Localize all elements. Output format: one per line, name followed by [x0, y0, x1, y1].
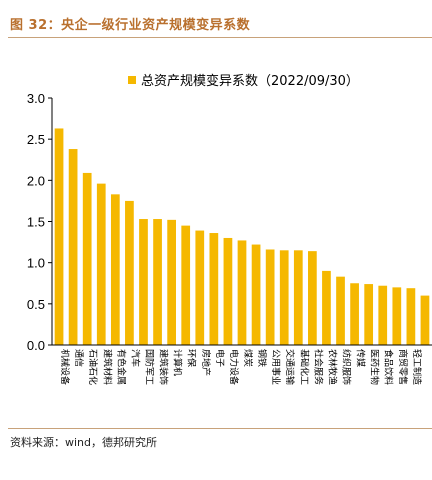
- x-tick-label: 轻工制造: [411, 349, 423, 385]
- y-tick-label: 1.5: [27, 215, 45, 230]
- bar: [195, 230, 205, 345]
- x-tick-label: 通信: [73, 349, 85, 367]
- legend-swatch: [128, 76, 136, 84]
- x-tick-label: 食品饮料: [383, 349, 395, 385]
- bar: [251, 244, 261, 345]
- bar: [125, 200, 134, 345]
- legend-label: 总资产规模变异系数（2022/09/30）: [141, 73, 359, 89]
- bar: [279, 250, 289, 345]
- bar: [420, 295, 430, 345]
- x-tick-label: 医药生物: [369, 349, 381, 385]
- bar: [265, 249, 275, 345]
- x-tick-label: 纺织服饰: [341, 349, 353, 385]
- bar: [153, 219, 162, 345]
- bar: [167, 219, 176, 345]
- x-tick-label: 国防军工: [143, 349, 155, 385]
- bars: [54, 128, 430, 345]
- bar: [139, 219, 148, 345]
- bar: [336, 276, 345, 345]
- x-tick-label: 煤炭: [242, 349, 254, 367]
- x-tick-label: 商贸零售: [397, 349, 409, 385]
- bar: [308, 251, 317, 345]
- bar: [68, 149, 78, 345]
- bar: [110, 194, 120, 345]
- x-tick-label: 环保: [186, 349, 198, 367]
- x-tick-label: 钢铁: [256, 349, 268, 367]
- bar: [54, 128, 64, 345]
- bar: [82, 172, 92, 345]
- x-tick-label: 基础化工: [298, 349, 310, 385]
- bar-chart: 总资产规模变异系数（2022/09/30） 0.0 0.5 1.0 1.5 2.0 2.5…: [27, 73, 432, 385]
- bar: [237, 240, 247, 345]
- bar: [181, 225, 191, 345]
- x-tick-label: 社会服务: [312, 349, 324, 385]
- figure-title: 图 32：央企一级行业资产规模变异系数: [10, 18, 251, 33]
- bar: [364, 284, 374, 345]
- bar: [406, 288, 416, 345]
- x-tick-label: 电力设备: [228, 349, 240, 385]
- y-tick-label: 1.0: [27, 256, 45, 271]
- header-divider: [8, 37, 432, 38]
- chart-legend: 总资产规模变异系数（2022/09/30）: [128, 73, 359, 89]
- x-tick-label: 电子: [214, 349, 226, 367]
- source-note: 资料来源：wind，德邦研究所: [10, 436, 158, 449]
- x-tick-label: 农林牧渔: [326, 349, 338, 385]
- bar: [293, 250, 303, 345]
- x-tick-label: 交通运输: [284, 349, 296, 385]
- bar: [350, 283, 359, 345]
- y-tick-label: 2.0: [27, 173, 45, 188]
- x-tick-label: 计算机: [172, 349, 184, 376]
- x-tick-label: 公用事业: [270, 349, 282, 385]
- x-tick-label: 汽车: [129, 349, 141, 367]
- bar: [223, 237, 233, 345]
- x-tick-label: 有色金属: [115, 349, 127, 385]
- y-tick-label: 2.5: [27, 132, 45, 147]
- x-tick-label: 石油石化: [87, 349, 99, 385]
- y-axis: 0.0 0.5 1.0 1.5 2.0 2.5 3.0: [27, 91, 53, 353]
- y-tick-label: 0.5: [27, 297, 45, 312]
- bar: [209, 233, 219, 345]
- x-tick-label: 建筑材料: [101, 349, 113, 385]
- x-tick-label: 机械设备: [59, 349, 71, 385]
- y-tick-label: 3.0: [27, 91, 45, 106]
- y-tick-label: 0.0: [27, 338, 45, 353]
- x-tick-label: 房地产: [200, 349, 212, 376]
- footer-divider: [8, 428, 432, 429]
- bar: [378, 285, 388, 345]
- x-axis: 机械设备 通信 石油石化 建筑材料 有色金属 汽车 国防军工 建筑装饰 计算机 环保 房地产 电子 电力…: [52, 344, 432, 385]
- bar: [96, 183, 106, 345]
- bar: [392, 287, 402, 345]
- x-tick-label: 建筑装饰: [158, 349, 170, 385]
- x-tick-label: 传媒: [355, 349, 367, 367]
- figure-header: 图 32：央企一级行业资产规模变异系数: [0, 0, 432, 40]
- bar: [322, 270, 331, 345]
